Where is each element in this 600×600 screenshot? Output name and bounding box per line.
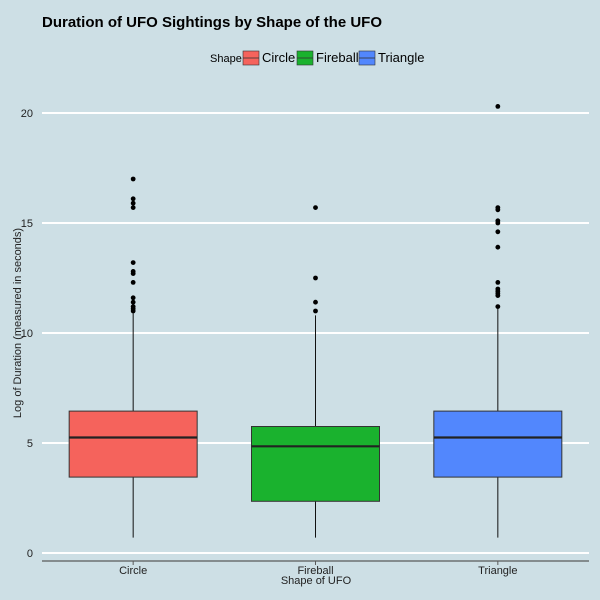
outlier-point-fireball bbox=[313, 299, 318, 305]
box-fireball bbox=[251, 426, 380, 502]
x-axis-ticks: Circle Fireball Triangle bbox=[119, 561, 518, 577]
x-tick-label-triangle: Triangle bbox=[478, 565, 517, 577]
outlier-point-circle bbox=[130, 304, 136, 309]
outlier-point-triangle bbox=[495, 280, 501, 285]
legend-title: Shape bbox=[210, 53, 242, 65]
x-axis-title: Shape of UFO bbox=[281, 575, 352, 587]
outlier-point-circle bbox=[130, 176, 136, 182]
outlier-point-circle bbox=[130, 299, 136, 305]
y-axis-title: Log of Duration (measured in seconds) bbox=[12, 228, 24, 418]
outlier-point-circle bbox=[130, 280, 136, 285]
outlier-point-circle bbox=[130, 260, 136, 265]
outlier-point-fireball bbox=[313, 275, 318, 281]
legend-label-circle: Circle bbox=[262, 50, 295, 65]
outlier-point-circle bbox=[130, 295, 136, 301]
y-tick-label: 20 bbox=[21, 108, 33, 120]
box-group-fireball bbox=[251, 205, 380, 538]
outlier-point-triangle bbox=[495, 304, 501, 309]
outlier-point-triangle bbox=[495, 229, 501, 235]
box-group-triangle bbox=[433, 104, 563, 538]
y-tick-label: 5 bbox=[27, 438, 33, 450]
outlier-point-triangle bbox=[495, 244, 501, 250]
legend-label-fireball: Fireball bbox=[316, 50, 359, 65]
outlier-point-circle bbox=[130, 269, 136, 274]
outlier-point-triangle bbox=[495, 104, 501, 109]
box-group-circle bbox=[68, 176, 198, 538]
x-tick-label-fireball: Fireball bbox=[297, 565, 333, 577]
y-tick-label: 15 bbox=[21, 218, 33, 230]
y-tick-label: 10 bbox=[21, 328, 33, 340]
outlier-point-circle bbox=[130, 200, 136, 206]
outlier-point-fireball bbox=[313, 308, 318, 314]
plot-area bbox=[68, 104, 563, 538]
outlier-point-circle bbox=[130, 196, 136, 202]
y-tick-label: 0 bbox=[27, 548, 33, 560]
box-circle bbox=[68, 410, 198, 478]
outlier-point-triangle bbox=[495, 286, 501, 292]
outlier-point-fireball bbox=[313, 205, 318, 211]
outlier-point-triangle bbox=[495, 218, 501, 224]
legend: Shape Circle Fireball Triangle bbox=[210, 50, 424, 66]
outlier-point-circle bbox=[130, 205, 136, 211]
chart-title: Duration of UFO Sightings by Shape of th… bbox=[42, 14, 382, 31]
y-axis-ticks: 0 5 10 15 20 bbox=[21, 108, 33, 560]
box-triangle bbox=[433, 410, 563, 478]
legend-label-triangle: Triangle bbox=[378, 50, 424, 65]
outlier-point-triangle bbox=[495, 205, 501, 211]
x-tick-label-circle: Circle bbox=[119, 565, 147, 577]
